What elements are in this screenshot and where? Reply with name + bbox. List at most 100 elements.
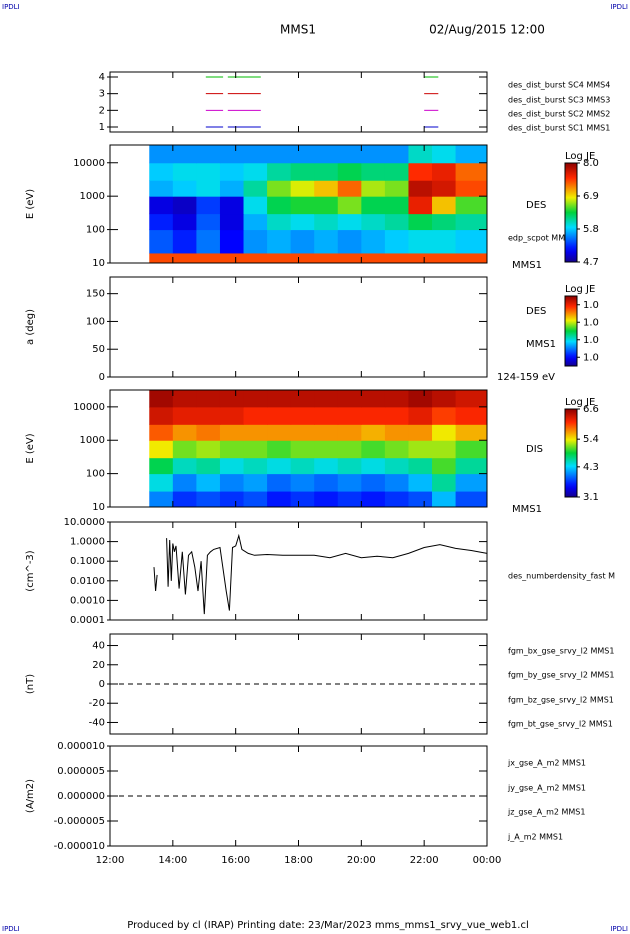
spectrogram-cell: [337, 473, 362, 492]
spectrogram-cell: [408, 440, 433, 459]
legend-entry: fgm_bx_gse_srvy_l2 MMS1: [508, 647, 614, 656]
corner-label: IPDLI: [610, 925, 628, 933]
spectrogram-cell: [314, 145, 339, 164]
y-tick-label: 150: [86, 289, 105, 300]
spectrogram-cell: [243, 145, 268, 164]
spectrogram-cell: [337, 145, 362, 164]
spectrogram-cell: [267, 145, 292, 164]
spectrogram-cell: [361, 457, 386, 475]
spectrogram-cell: [149, 406, 174, 425]
y-tick-label: 100: [86, 225, 105, 236]
spectrogram-cell: [384, 457, 409, 475]
spectrogram-cell: [314, 424, 339, 441]
spectrogram-cell: [243, 473, 268, 492]
spectrogram-cell: [172, 252, 197, 264]
spectrogram-cell: [196, 196, 221, 215]
spectrogram-cell: [361, 424, 386, 441]
y-tick-label: 10: [92, 258, 105, 269]
panel: 0 50 100 150 a (deg) DES MMS1 124-159 eV Log JE 1…: [25, 276, 599, 383]
panel-label: DES: [526, 306, 546, 317]
x-tick-label: 14:00: [158, 855, 187, 866]
spectrogram-cell: [432, 424, 457, 441]
spectrogram-cell: [337, 252, 362, 264]
spectrogram-cell: [196, 162, 221, 181]
spectrogram-cell: [361, 213, 386, 231]
spectrogram-cell: [172, 145, 197, 164]
spectrogram-cell: [149, 473, 174, 492]
y-tick-label: 50: [92, 344, 105, 355]
panel: 10 100 1000 10000 E (eV) DIS MMS1 Log JE6.6 5.4 4…: [25, 389, 599, 515]
spectrogram-cell: [243, 406, 268, 425]
spectrogram-cell: [196, 180, 221, 197]
spectrogram-cell: [432, 252, 457, 264]
y-tick-label: 0.0100: [70, 576, 105, 587]
spectrogram-cell: [455, 196, 488, 215]
spectrogram-cell: [196, 252, 221, 264]
spectrogram-cell: [314, 491, 339, 508]
spectrogram-cell: [408, 196, 433, 215]
spectrogram-cell: [172, 162, 197, 181]
y-tick-label: 1000: [80, 435, 105, 446]
spectrogram-cell: [243, 440, 268, 459]
spectrogram-cell: [361, 145, 386, 164]
spectrogram-cell: [196, 457, 221, 475]
spectrogram-cell: [408, 424, 433, 441]
spectrogram-cell: [384, 440, 409, 459]
spectrogram-cell: [361, 196, 386, 215]
spectrogram-cell: [149, 180, 174, 197]
y-tick-label: 10: [92, 502, 105, 513]
spectrogram-cell: [149, 457, 174, 475]
spectrogram-cell: [219, 457, 245, 475]
spectrogram-cell: [219, 424, 245, 441]
spectrogram-cell: [361, 180, 386, 197]
panel: 0.000010 0.000005 0.000000 -0.000005 -0.0000…: [25, 741, 586, 866]
spectrogram-cell: [455, 406, 488, 425]
colorbar: [564, 295, 578, 367]
panel-label: MMS1: [512, 260, 542, 271]
spectrogram-cell: [267, 213, 292, 231]
spectrogram-cell: [267, 252, 292, 264]
spectrogram-cell: [337, 162, 362, 181]
y-tick-label: 0.000000: [57, 791, 105, 802]
spectrogram-cell: [149, 162, 174, 181]
plot-area: [110, 746, 487, 846]
spectrogram-cell: [314, 213, 339, 231]
y-tick-label: 20: [92, 660, 105, 671]
spectrogram-cell: [172, 406, 197, 425]
spectrogram-cell: [337, 229, 362, 254]
spectrogram-cell: [219, 229, 245, 254]
spectrogram-cell: [408, 145, 433, 164]
spectrogram-cell: [290, 229, 315, 254]
x-tick-label: 18:00: [284, 855, 313, 866]
spectrogram-cell: [455, 252, 488, 264]
spectrogram-cell: [408, 473, 433, 492]
spectrogram-cell: [361, 390, 386, 408]
spectrogram-cell: [172, 390, 197, 408]
spectrogram-cell: [314, 196, 339, 215]
spectrogram-cell: [384, 213, 409, 231]
spectrogram-cell: [314, 457, 339, 475]
y-tick-label: 10.0000: [64, 517, 105, 528]
data-line: [153, 533, 488, 615]
spectrogram-cell: [219, 196, 245, 215]
spectrogram-cell: [314, 440, 339, 459]
spectrogram-cell: [384, 473, 409, 492]
spectrogram-cell: [219, 162, 245, 181]
legend-entry: jy_gse_A_m2 MMS1: [507, 784, 586, 793]
spectrogram-cell: [314, 390, 339, 408]
legend-entry: fgm_by_gse_srvy_l2 MMS1: [508, 671, 614, 680]
spectrogram-cell: [267, 424, 292, 441]
y-axis-label: (cm^-3): [25, 550, 36, 591]
y-tick-label: 10000: [73, 402, 105, 413]
legend-entry: des_dist_burst SC1 MMS1: [508, 124, 610, 133]
spectrogram-cell: [219, 406, 245, 425]
spectrogram-cell: [455, 424, 488, 441]
y-tick-label: 0: [99, 372, 105, 383]
y-tick-label: 0.0001: [70, 615, 105, 626]
spectrogram-cell: [337, 180, 362, 197]
spectrogram-cell: [149, 491, 174, 508]
colorbar-title: Log JE: [565, 151, 595, 162]
spectrogram-cell: [384, 491, 409, 508]
plot-area: [110, 72, 487, 132]
spectrogram-cell: [361, 229, 386, 254]
